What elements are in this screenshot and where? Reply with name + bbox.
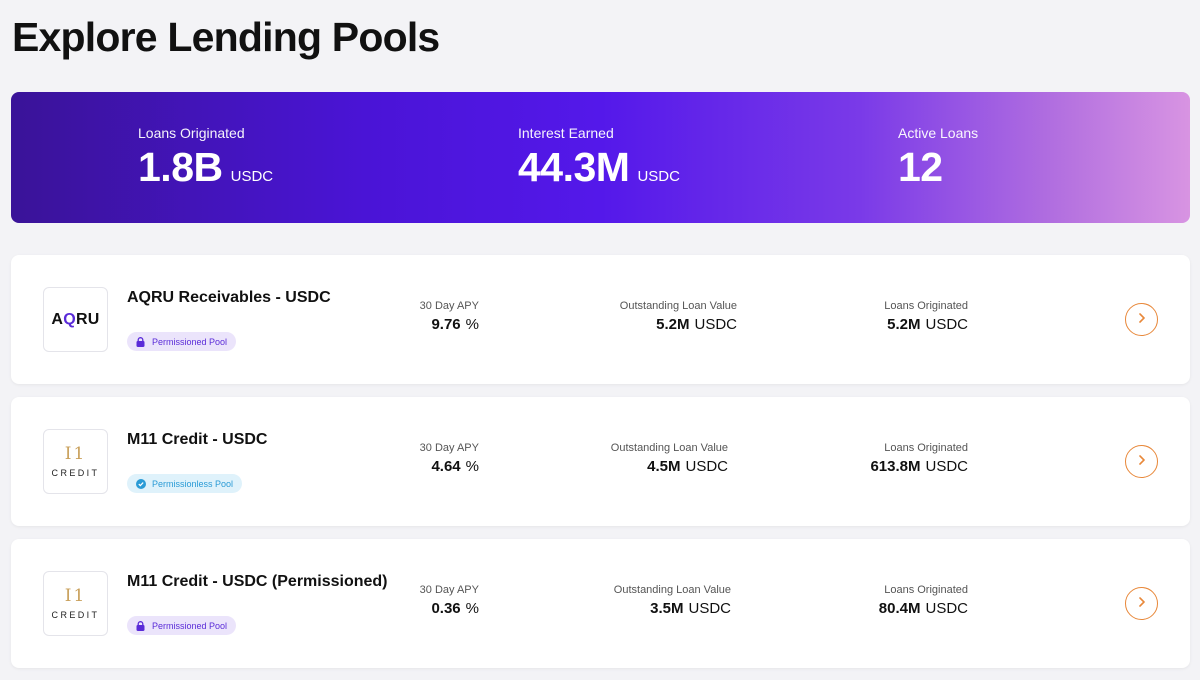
stat-value: 1.8B — [138, 144, 223, 190]
metric-originated: Loans Originated 613.8M USDC — [870, 442, 968, 475]
lock-icon — [135, 336, 146, 347]
originated-unit: USDC — [925, 600, 968, 617]
originated-value: 80.4M — [878, 600, 921, 617]
outstanding-value: 5.2M — [656, 316, 690, 333]
aqru-logo: AQRU — [51, 310, 100, 328]
apy-unit: % — [465, 600, 479, 617]
stat-active-loans: Active Loans 12 — [898, 125, 978, 188]
originated-value: 613.8M — [870, 458, 921, 475]
stat-unit: USDC — [637, 168, 680, 185]
pool-logo-m11: Ⅰ1 CREDIT — [43, 571, 108, 636]
outstanding-unit: USDC — [688, 600, 731, 617]
originated-value: 5.2M — [887, 316, 921, 333]
metric-originated: Loans Originated 5.2M USDC — [884, 300, 968, 333]
m11-logo-text: CREDIT — [51, 609, 100, 620]
metric-label: 30 Day APY — [419, 584, 479, 596]
pool-badge-permissioned: Permissioned Pool — [127, 616, 237, 635]
apy-value: 4.64 — [431, 458, 461, 475]
outstanding-value: 4.5M — [647, 458, 681, 475]
metric-label: Outstanding Loan Value — [610, 442, 728, 454]
lock-icon — [135, 620, 146, 631]
m11-logo-mark: Ⅰ1 — [64, 443, 87, 464]
metric-label: Loans Originated — [884, 442, 968, 454]
outstanding-unit: USDC — [694, 316, 737, 333]
chevron-right-icon — [1137, 595, 1147, 613]
metric-label: Loans Originated — [884, 584, 968, 596]
metric-apy: 30 Day APY 4.64% — [420, 442, 479, 475]
originated-unit: USDC — [925, 316, 968, 333]
metric-label: Outstanding Loan Value — [619, 300, 737, 312]
metric-outstanding: Outstanding Loan Value 4.5M USDC — [611, 442, 728, 475]
metric-apy: 30 Day APY 0.36% — [420, 584, 479, 617]
metric-label: Outstanding Loan Value — [613, 584, 731, 596]
open-pool-button[interactable] — [1125, 445, 1158, 478]
originated-unit: USDC — [925, 458, 968, 475]
pool-name[interactable]: M11 Credit - USDC (Permissioned) — [127, 573, 388, 590]
stat-loans-originated: Loans Originated 1.8B USDC — [138, 125, 273, 188]
apy-unit: % — [465, 316, 479, 333]
pool-logo-m11: Ⅰ1 CREDIT — [43, 429, 108, 494]
stat-interest-earned: Interest Earned 44.3M USDC — [518, 125, 680, 188]
badge-label: Permissioned Pool — [152, 620, 228, 631]
stat-value: 44.3M — [518, 144, 630, 190]
pool-name[interactable]: M11 Credit - USDC — [127, 431, 268, 448]
apy-unit: % — [465, 458, 479, 475]
stats-banner: Loans Originated 1.8B USDC Interest Earn… — [11, 92, 1190, 223]
stat-unit: USDC — [230, 168, 274, 185]
metric-originated: Loans Originated 80.4M USDC — [879, 584, 968, 617]
apy-value: 0.36 — [431, 600, 461, 617]
pool-card-m11-credit-permissioned[interactable]: Ⅰ1 CREDIT M11 Credit - USDC (Permissione… — [11, 539, 1190, 668]
open-pool-button[interactable] — [1125, 303, 1158, 336]
outstanding-unit: USDC — [685, 458, 728, 475]
metric-outstanding: Outstanding Loan Value 3.5M USDC — [614, 584, 731, 617]
pool-logo-aqru: AQRU — [43, 287, 108, 352]
pool-badge-permissionless: Permissionless Pool — [127, 474, 243, 493]
badge-label: Permissioned Pool — [152, 336, 228, 347]
stat-label: Interest Earned — [518, 125, 614, 141]
page-title: Explore Lending Pools — [12, 14, 440, 60]
m11-logo-mark: Ⅰ1 — [64, 585, 87, 606]
pool-name[interactable]: AQRU Receivables - USDC — [127, 289, 331, 306]
chevron-right-icon — [1137, 453, 1147, 471]
open-pool-button[interactable] — [1125, 587, 1158, 620]
m11-logo-text: CREDIT — [51, 467, 100, 478]
stat-label: Active Loans — [898, 125, 979, 141]
check-circle-icon — [135, 478, 146, 489]
stat-label: Loans Originated — [138, 125, 245, 141]
metric-outstanding: Outstanding Loan Value 5.2M USDC — [620, 300, 737, 333]
stat-value: 12 — [898, 144, 943, 190]
pool-card-m11-credit[interactable]: Ⅰ1 CREDIT M11 Credit - USDC Permissionle… — [11, 397, 1190, 526]
metric-apy: 30 Day APY 9.76% — [420, 300, 479, 333]
metric-label: Loans Originated — [884, 300, 968, 312]
pool-badge-permissioned: Permissioned Pool — [127, 332, 237, 351]
pool-card-aqru-receivables[interactable]: AQRU AQRU Receivables - USDC Permissione… — [11, 255, 1190, 384]
metric-label: 30 Day APY — [419, 300, 479, 312]
outstanding-value: 3.5M — [650, 600, 684, 617]
chevron-right-icon — [1137, 311, 1147, 329]
apy-value: 9.76 — [431, 316, 461, 333]
badge-label: Permissionless Pool — [152, 478, 234, 489]
metric-label: 30 Day APY — [419, 442, 479, 454]
